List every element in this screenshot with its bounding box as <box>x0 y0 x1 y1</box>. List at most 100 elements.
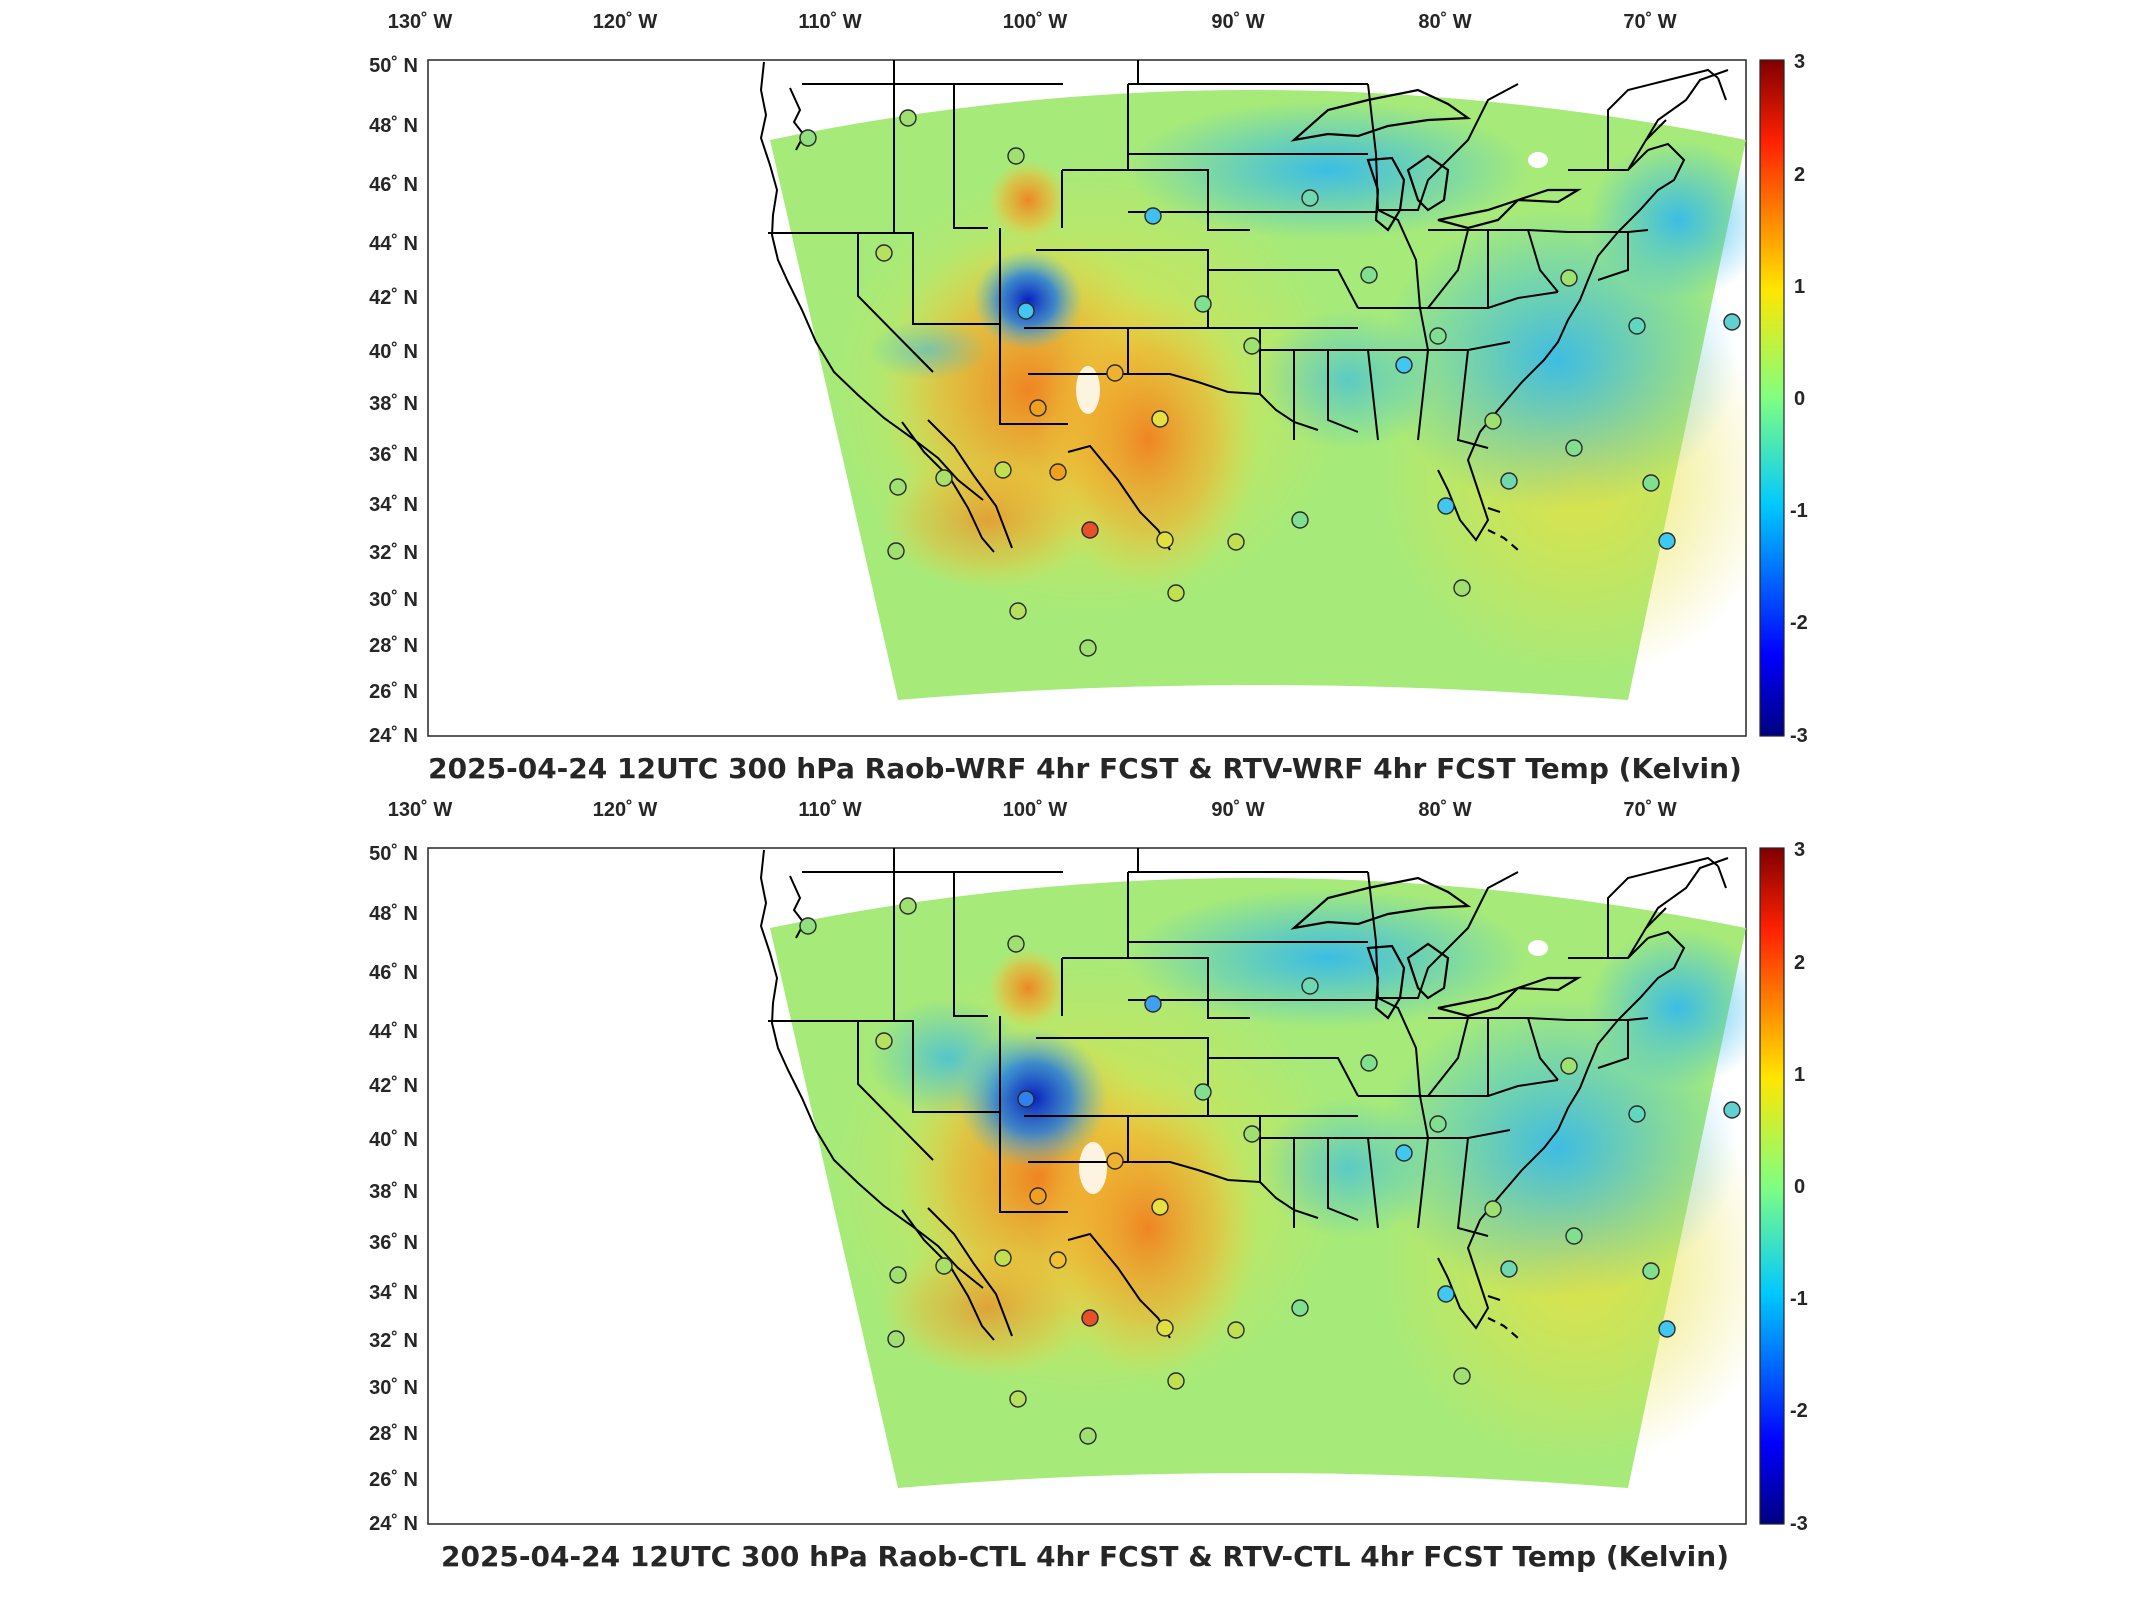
lat-label: 40˚ N <box>369 340 418 363</box>
lat-label: 46˚ N <box>369 961 418 984</box>
raob-marker <box>1484 1200 1502 1218</box>
panel-title: 2025-04-24 12UTC 300 hPa Raob-WRF 4hr FC… <box>428 752 1742 785</box>
raob-marker <box>1723 1101 1741 1119</box>
raob-marker <box>1106 1152 1124 1170</box>
lon-label: 120˚ W <box>593 10 658 33</box>
raob-marker <box>889 1266 907 1284</box>
raob-marker <box>1079 639 1097 657</box>
colorbar-tick: -3 <box>1790 725 1808 747</box>
raob-marker <box>1565 439 1583 457</box>
lat-label: 30˚ N <box>369 1376 418 1399</box>
lat-label: 30˚ N <box>369 588 418 611</box>
temperature-difference-field <box>770 90 1746 700</box>
raob-marker <box>875 244 893 262</box>
lat-label: 48˚ N <box>369 114 418 137</box>
lat-label: 34˚ N <box>369 1281 418 1304</box>
raob-marker <box>935 469 953 487</box>
panel-title: 2025-04-24 12UTC 300 hPa Raob-CTL 4hr FC… <box>441 1540 1729 1573</box>
colorbar-tick: -1 <box>1790 500 1808 522</box>
raob-marker <box>799 917 817 935</box>
raob-marker <box>1151 410 1169 428</box>
raob-marker <box>1395 1144 1413 1162</box>
raob-marker <box>799 129 817 147</box>
raob-marker <box>1194 1083 1212 1101</box>
raob-markers <box>799 897 1741 1445</box>
map-area <box>427 847 1747 1525</box>
lat-label: 46˚ N <box>369 173 418 196</box>
colorbar-ramp <box>1759 59 1785 737</box>
lat-label: 32˚ N <box>369 541 418 564</box>
raob-marker <box>1009 602 1027 620</box>
raob-marker <box>1360 1054 1378 1072</box>
raob-marker <box>1453 579 1471 597</box>
lat-label: 28˚ N <box>369 1422 418 1445</box>
raob-marker <box>1395 356 1413 374</box>
lon-label: 100˚ W <box>1003 10 1068 33</box>
raob-marker <box>1243 1125 1261 1143</box>
raob-marker <box>1723 313 1741 331</box>
raob-marker <box>1049 463 1067 481</box>
latitude-labels: 50˚ N 48˚ N 46˚ N 44˚ N 42˚ N 40˚ N 38˚ … <box>369 54 418 747</box>
raob-marker <box>1628 1105 1646 1123</box>
raob-marker <box>1156 531 1174 549</box>
raob-marker <box>1007 935 1025 953</box>
raob-marker <box>1437 1285 1455 1303</box>
lat-label: 42˚ N <box>369 286 418 309</box>
lon-label: 70˚ W <box>1623 10 1676 33</box>
raob-marker <box>1081 521 1099 539</box>
raob-marker <box>1017 1090 1035 1108</box>
lat-label: 36˚ N <box>369 1231 418 1254</box>
raob-marker <box>1429 1115 1447 1133</box>
raob-marker <box>994 1249 1012 1267</box>
raob-marker <box>889 478 907 496</box>
raob-markers <box>799 109 1741 657</box>
lat-label: 26˚ N <box>369 680 418 703</box>
raob-marker <box>1009 1390 1027 1408</box>
lat-label: 36˚ N <box>369 443 418 466</box>
colorbar-tick: 3 <box>1794 51 1805 73</box>
lon-label: 130˚ W <box>388 798 453 821</box>
lat-label: 24˚ N <box>369 724 418 747</box>
raob-marker <box>935 1257 953 1275</box>
colorbar-tick: -2 <box>1790 1400 1808 1422</box>
raob-marker <box>1243 337 1261 355</box>
raob-marker <box>1029 399 1047 417</box>
lon-label: 110˚ W <box>798 798 861 821</box>
raob-marker <box>1484 412 1502 430</box>
raob-marker <box>887 1330 905 1348</box>
map-panel-top: 130˚ W 120˚ W 110˚ W 100˚ W 90˚ W 80˚ W … <box>369 10 1808 785</box>
map-area <box>427 59 1747 737</box>
lon-label: 80˚ W <box>1418 798 1471 821</box>
raob-marker <box>1017 302 1035 320</box>
lat-label: 28˚ N <box>369 634 418 657</box>
colorbar-tick: 3 <box>1794 839 1805 861</box>
raob-marker <box>1106 364 1124 382</box>
raob-marker <box>899 897 917 915</box>
colorbar-ramp <box>1759 847 1785 1525</box>
raob-marker <box>1081 1309 1099 1327</box>
lat-label: 44˚ N <box>369 232 418 255</box>
raob-marker <box>1437 497 1455 515</box>
colorbar-tick: 0 <box>1794 388 1805 410</box>
raob-marker <box>1301 189 1319 207</box>
raob-marker <box>1156 1319 1174 1337</box>
raob-marker <box>1227 533 1245 551</box>
colorbar-tick: 1 <box>1794 276 1805 298</box>
lat-label: 44˚ N <box>369 1020 418 1043</box>
lat-label: 32˚ N <box>369 1329 418 1352</box>
lat-label: 50˚ N <box>369 54 418 77</box>
lon-label: 70˚ W <box>1623 798 1676 821</box>
raob-marker <box>1167 1372 1185 1390</box>
raob-marker <box>1453 1367 1471 1385</box>
raob-marker <box>1291 1299 1309 1317</box>
raob-marker <box>1360 266 1378 284</box>
raob-marker <box>1029 1187 1047 1205</box>
raob-marker <box>1560 1057 1578 1075</box>
raob-marker <box>1291 511 1309 529</box>
raob-marker <box>1658 1320 1676 1338</box>
colorbar-tick: 0 <box>1794 1176 1805 1198</box>
lat-label: 48˚ N <box>369 902 418 925</box>
raob-marker <box>1500 1260 1518 1278</box>
lon-label: 100˚ W <box>1003 798 1068 821</box>
